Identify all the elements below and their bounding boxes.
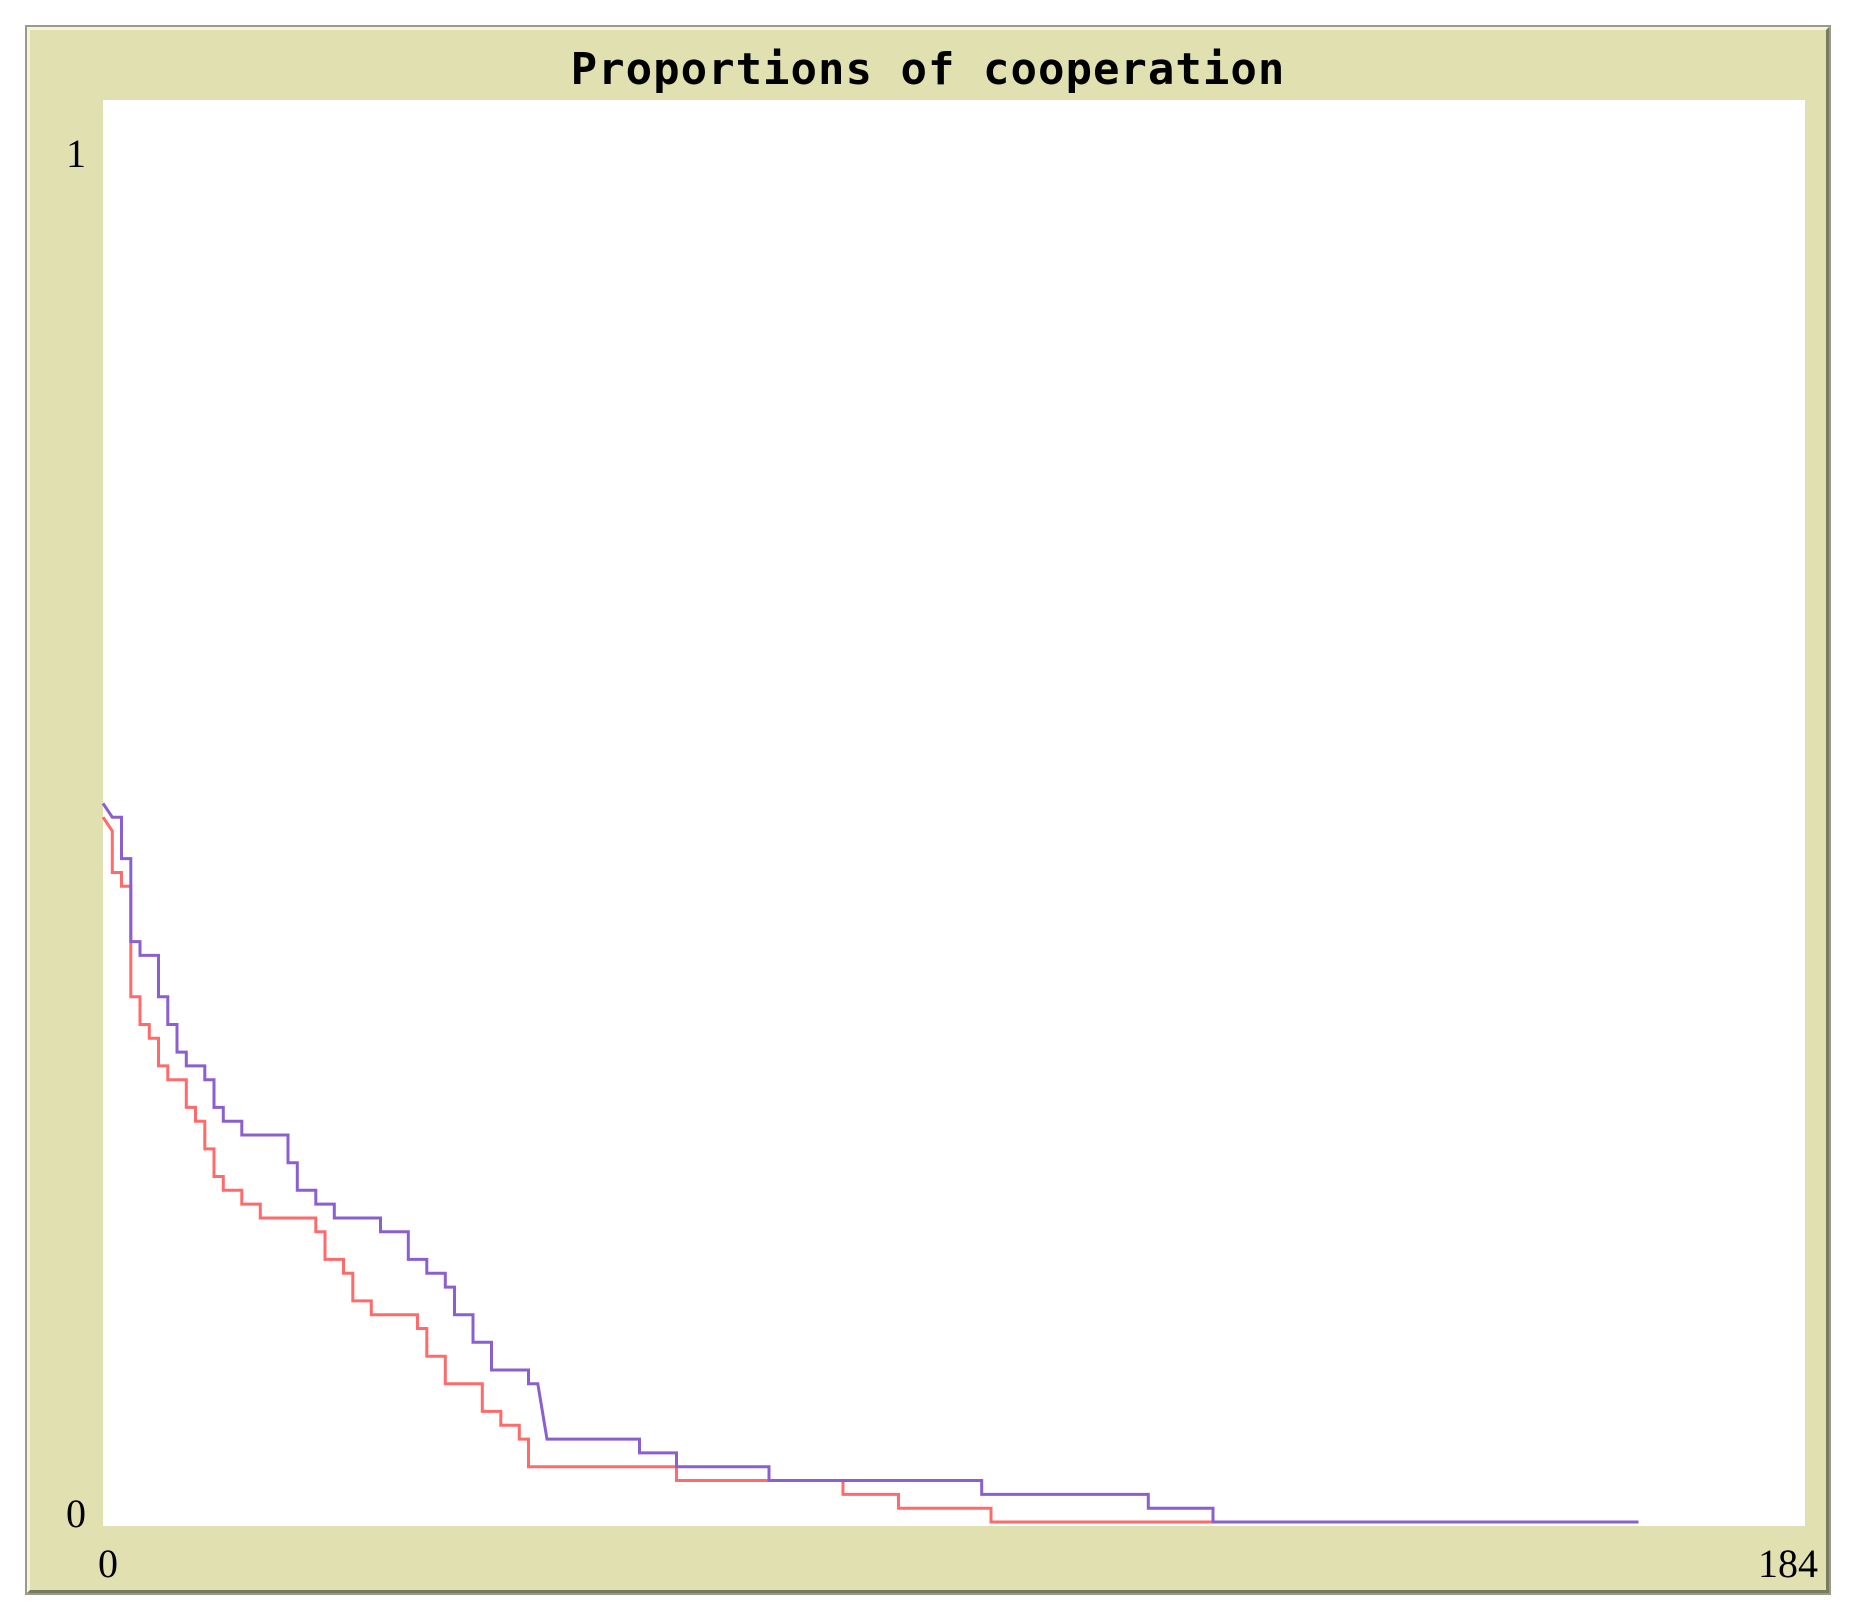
x-tick-label-max: 184 xyxy=(1758,1541,1818,1586)
y-tick-label-max: 1 xyxy=(66,131,86,176)
y-tick-label-min: 0 xyxy=(66,1491,86,1536)
plot-area xyxy=(103,100,1805,1526)
chart-title: Proportions of cooperation xyxy=(570,44,1286,95)
plot-window: Proportions of cooperation 1 0 0 184 xyxy=(27,27,1829,1593)
series-line-2 xyxy=(101,802,1639,1524)
x-tick-label-min: 0 xyxy=(98,1541,118,1586)
series-line-1 xyxy=(101,816,1213,1524)
series-layer xyxy=(101,802,1639,1524)
plot-canvas xyxy=(101,100,1805,1526)
